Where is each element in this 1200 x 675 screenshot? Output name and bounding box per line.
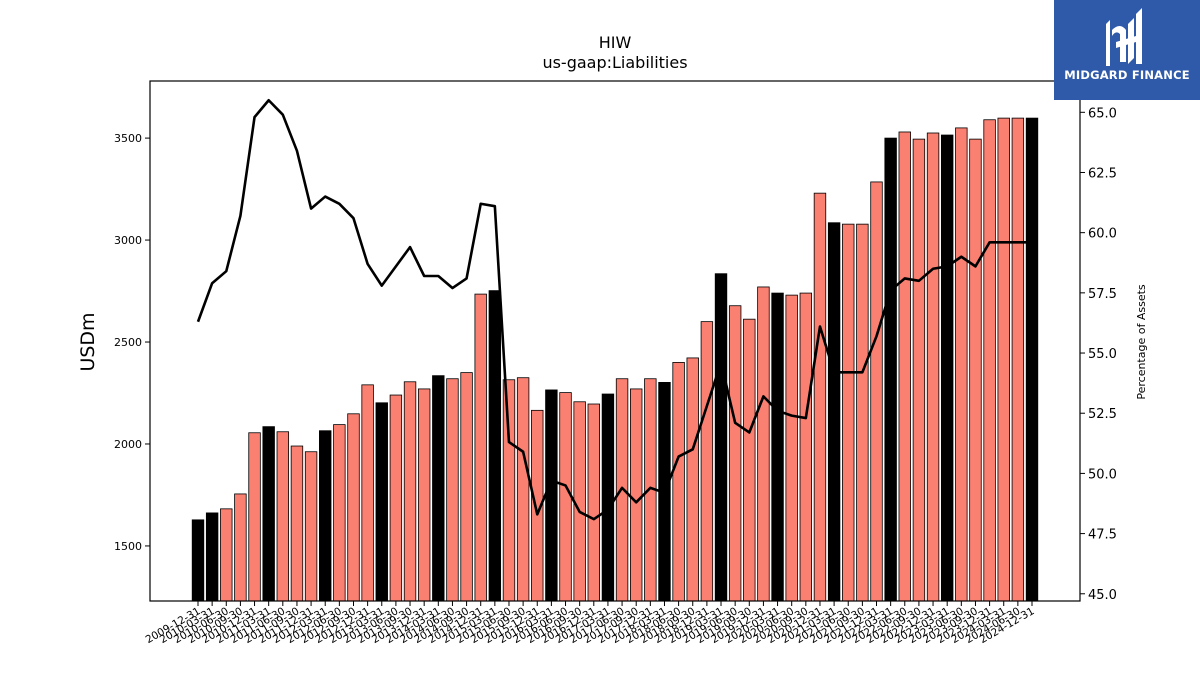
y-axis-label: USDm bbox=[77, 312, 99, 371]
bar-2009-12-31 bbox=[191, 519, 205, 602]
logo-text: MIDGARD FINANCE bbox=[1064, 68, 1190, 82]
logo-mark-icon bbox=[1106, 8, 1142, 66]
bar-2019-06-30 bbox=[728, 305, 742, 602]
y2-tick-label: 50.0 bbox=[1088, 467, 1117, 482]
y-tick-label: 3500 bbox=[114, 132, 142, 145]
plot-frame bbox=[149, 80, 1081, 602]
bar-2022-12-31 bbox=[926, 132, 940, 602]
bar-2024-03-31 bbox=[997, 117, 1010, 602]
bar-2017-03-31 bbox=[601, 393, 615, 602]
bar-2012-06-30 bbox=[333, 424, 346, 602]
y2-tick-label: 62.5 bbox=[1088, 166, 1117, 181]
bar-2012-03-31 bbox=[319, 430, 332, 602]
bar-2013-06-30 bbox=[389, 394, 403, 602]
bar-2018-12-31 bbox=[700, 321, 714, 602]
bar-2013-09-30 bbox=[403, 381, 417, 602]
bar-series bbox=[191, 117, 1039, 602]
y2-tick-label: 55.0 bbox=[1088, 347, 1117, 362]
bar-2020-03-31 bbox=[771, 292, 784, 602]
bar-2021-12-31 bbox=[870, 181, 883, 602]
bar-2022-06-30 bbox=[898, 131, 911, 602]
bar-2010-03-31 bbox=[205, 512, 219, 602]
bar-2020-12-31 bbox=[813, 192, 827, 602]
bar-2016-09-30 bbox=[573, 401, 586, 602]
y2-axis-label: Percentage of Assets bbox=[1135, 284, 1148, 400]
bar-2014-12-31 bbox=[474, 293, 487, 602]
axes: 1500 2000 2500 3000 3500 45.0 47.5 50.0 52.5 55.0… bbox=[114, 80, 1117, 646]
y2-tick-label: 65.0 bbox=[1088, 106, 1117, 121]
bar-2010-09-30 bbox=[234, 493, 247, 602]
bar-2023-06-30 bbox=[955, 127, 968, 602]
bar-2014-03-31 bbox=[432, 375, 445, 602]
y2-tick-label: 52.5 bbox=[1088, 407, 1117, 422]
bar-2020-09-30 bbox=[799, 292, 813, 602]
bar-2023-03-31 bbox=[940, 134, 954, 602]
bar-2013-03-31 bbox=[375, 402, 388, 602]
bar-2014-09-30 bbox=[460, 372, 473, 602]
y2-tick-label: 57.5 bbox=[1088, 287, 1117, 302]
bar-2023-12-31 bbox=[983, 119, 996, 602]
bar-2024-12-31 bbox=[1025, 117, 1039, 602]
bar-2021-06-30 bbox=[842, 223, 855, 602]
bar-2015-06-30 bbox=[502, 379, 516, 602]
y-tick-label: 1500 bbox=[114, 540, 142, 553]
chart-subtitle: us-gaap:Liabilities bbox=[542, 53, 687, 72]
y2-tick-label: 45.0 bbox=[1088, 588, 1117, 603]
bar-2016-03-31 bbox=[545, 389, 558, 602]
bar-2011-06-30 bbox=[276, 431, 290, 602]
bar-2019-09-30 bbox=[743, 318, 756, 602]
bar-2021-03-31 bbox=[827, 222, 841, 602]
brand-logo: MIDGARD FINANCE bbox=[1054, 0, 1200, 100]
y2-tick-label: 60.0 bbox=[1088, 227, 1117, 242]
bar-2011-03-31 bbox=[262, 426, 275, 602]
bar-2020-06-30 bbox=[785, 294, 798, 602]
bar-2012-09-30 bbox=[347, 413, 360, 602]
bar-2016-12-31 bbox=[587, 403, 600, 602]
bar-2022-03-31 bbox=[884, 137, 897, 602]
bar-2019-03-31 bbox=[714, 273, 728, 602]
bar-2015-03-31 bbox=[488, 290, 502, 602]
bar-2023-09-30 bbox=[969, 138, 982, 602]
bar-2021-09-30 bbox=[856, 223, 869, 602]
bar-2018-09-30 bbox=[686, 357, 699, 602]
bar-2010-06-30 bbox=[220, 508, 233, 602]
percentage-line bbox=[196, 98, 1032, 521]
bar-2015-09-30 bbox=[516, 377, 530, 602]
y-tick-label: 2500 bbox=[114, 336, 142, 349]
bar-2018-06-30 bbox=[672, 362, 685, 602]
y-tick-label: 2000 bbox=[114, 438, 142, 451]
y-tick-label: 3000 bbox=[114, 234, 142, 247]
bar-2010-12-31 bbox=[248, 432, 261, 602]
bar-2013-12-31 bbox=[417, 388, 431, 602]
bar-2022-09-30 bbox=[912, 138, 926, 602]
bar-2019-12-31 bbox=[757, 286, 770, 602]
bar-2016-06-30 bbox=[559, 392, 572, 602]
bar-2011-12-31 bbox=[304, 451, 318, 602]
bar-2024-06-30 bbox=[1011, 117, 1025, 602]
percentage-line-series bbox=[196, 98, 1032, 521]
bar-2012-12-31 bbox=[361, 384, 374, 602]
bar-2011-09-30 bbox=[290, 445, 304, 602]
bar-2017-09-30 bbox=[630, 388, 643, 602]
y2-tick-label: 47.5 bbox=[1088, 528, 1117, 543]
chart-title: HIW bbox=[599, 33, 632, 52]
bar-2014-06-30 bbox=[446, 378, 459, 602]
